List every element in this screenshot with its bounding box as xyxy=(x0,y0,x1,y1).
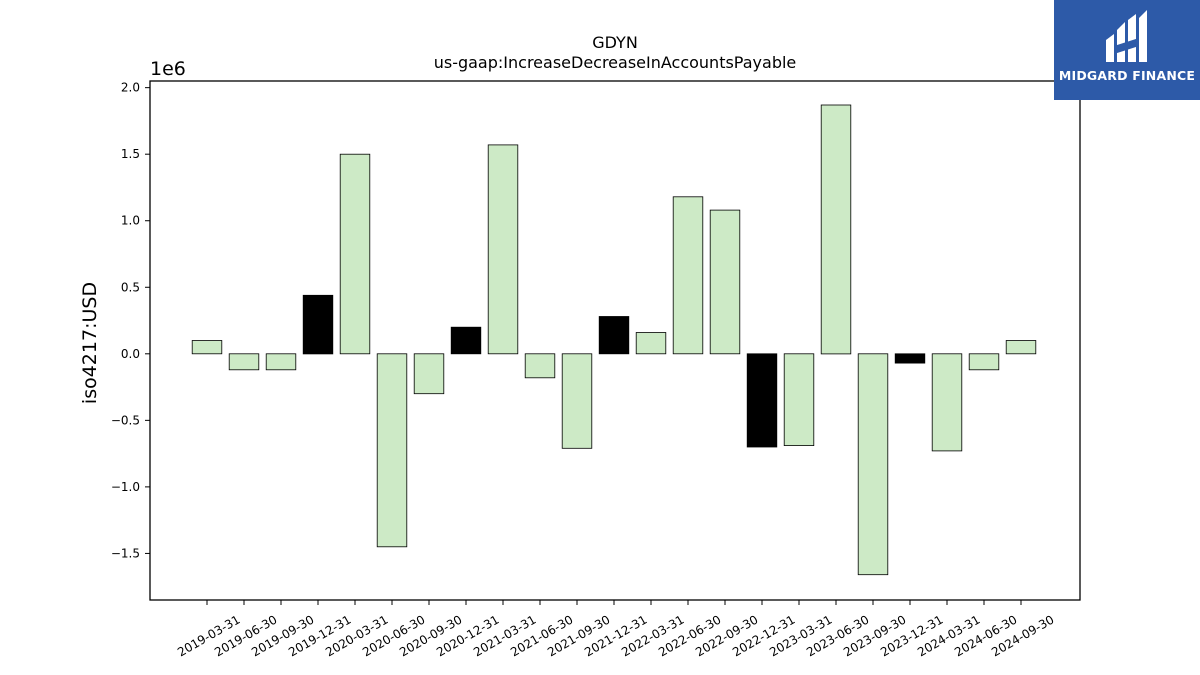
chart-title: GDYN xyxy=(592,33,638,52)
logo-text: MIDGARD FINANCE xyxy=(1058,68,1196,83)
bar-2023-06-30 xyxy=(820,104,852,355)
bar-2019-12-31 xyxy=(302,294,334,355)
bars-layer xyxy=(191,104,1037,576)
bar-2022-06-30 xyxy=(672,196,704,355)
y-tick-label: 0.5 xyxy=(121,280,140,294)
bar-2020-03-31 xyxy=(339,153,371,355)
bar-2023-12-31 xyxy=(894,353,926,364)
bar-2021-03-31 xyxy=(487,144,519,355)
bar-2019-09-30 xyxy=(265,353,297,371)
brand-logo: MIDGARD FINANCE xyxy=(1054,0,1200,100)
y-tick-label: −1.5 xyxy=(111,546,140,560)
bar-2021-09-30 xyxy=(561,353,593,449)
bar-2022-03-31 xyxy=(635,332,667,355)
bar-2020-12-31 xyxy=(450,326,482,355)
bar-2023-03-31 xyxy=(783,353,815,446)
x-ticks: 2019-03-312019-06-302019-09-302019-12-31… xyxy=(175,600,1057,659)
y-tick-label: 1.5 xyxy=(121,147,140,161)
y-tick-label: 0.0 xyxy=(121,347,140,361)
bar-2021-06-30 xyxy=(524,353,556,379)
bar-2024-03-31 xyxy=(931,353,963,452)
bar-2023-09-30 xyxy=(857,353,889,576)
bar-2022-09-30 xyxy=(709,209,741,355)
bar-2024-06-30 xyxy=(968,353,1000,371)
bar-2024-09-30 xyxy=(1005,340,1037,355)
bar-2022-12-31 xyxy=(746,353,778,448)
bar-2020-06-30 xyxy=(376,353,408,548)
y-offset-label: 1e6 xyxy=(150,58,186,80)
bar-2019-06-30 xyxy=(228,353,260,371)
bar-2019-03-31 xyxy=(191,340,223,355)
bar-2020-09-30 xyxy=(413,353,445,395)
y-tick-label: 2.0 xyxy=(121,81,140,95)
bar-2021-12-31 xyxy=(598,316,630,355)
midgard-logo-icon xyxy=(1106,10,1147,62)
plot-frame xyxy=(149,80,1081,601)
y-tick-label: −0.5 xyxy=(111,413,140,427)
y-tick-label: −1.0 xyxy=(111,480,140,494)
y-ticks: −1.5 −1.0 −0.5 0.0 0.5 1.0 1.5 2.0 xyxy=(111,81,150,560)
y-tick-label: 1.0 xyxy=(121,214,140,228)
y-axis-label: iso4217:USD xyxy=(79,282,101,404)
chart-subtitle: us-gaap:IncreaseDecreaseInAccountsPayabl… xyxy=(434,53,797,72)
